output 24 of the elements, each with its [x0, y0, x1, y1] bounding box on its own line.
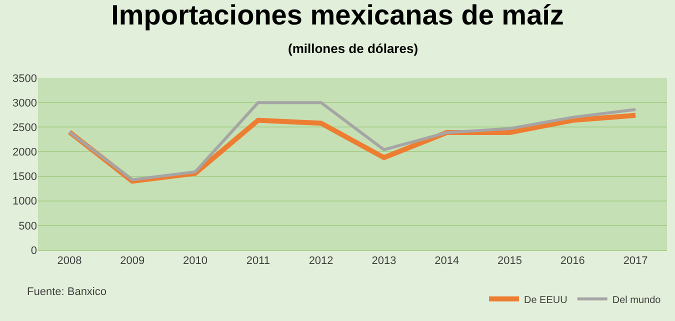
x-tick-label: 2017: [623, 255, 648, 268]
line-series: [68, 101, 638, 182]
y-tick-label: 3000: [12, 97, 37, 110]
y-tick-label: 2500: [12, 122, 37, 134]
x-tick-label: 2010: [183, 255, 208, 268]
y-tick-label: 3500: [12, 72, 37, 85]
x-tick-label: 2011: [246, 255, 270, 268]
legend-label: De EEUU: [524, 294, 568, 306]
y-tick-label: 2000: [12, 146, 37, 159]
y-tick-label: 1500: [12, 171, 37, 184]
x-tick-label: 2012: [308, 255, 334, 268]
chart-title: Importaciones mexicanas de maíz: [111, 0, 564, 30]
y-tick-label: 500: [18, 220, 37, 232]
y-tick-label: 1000: [12, 196, 37, 208]
x-tick-label: 2009: [120, 255, 145, 268]
chart-subtitle: (millones de dólares): [288, 41, 418, 56]
x-tick-label: 2015: [498, 255, 522, 268]
x-tick-label: 2013: [372, 255, 396, 268]
source-note: Fuente: Banxico: [27, 286, 106, 298]
x-tick-label: 2008: [57, 255, 82, 268]
x-tick-label: 2014: [434, 255, 460, 268]
legend-label: Del mundo: [612, 294, 662, 306]
x-tick-label: 2016: [560, 255, 585, 268]
y-tick-label: 0: [30, 244, 37, 257]
